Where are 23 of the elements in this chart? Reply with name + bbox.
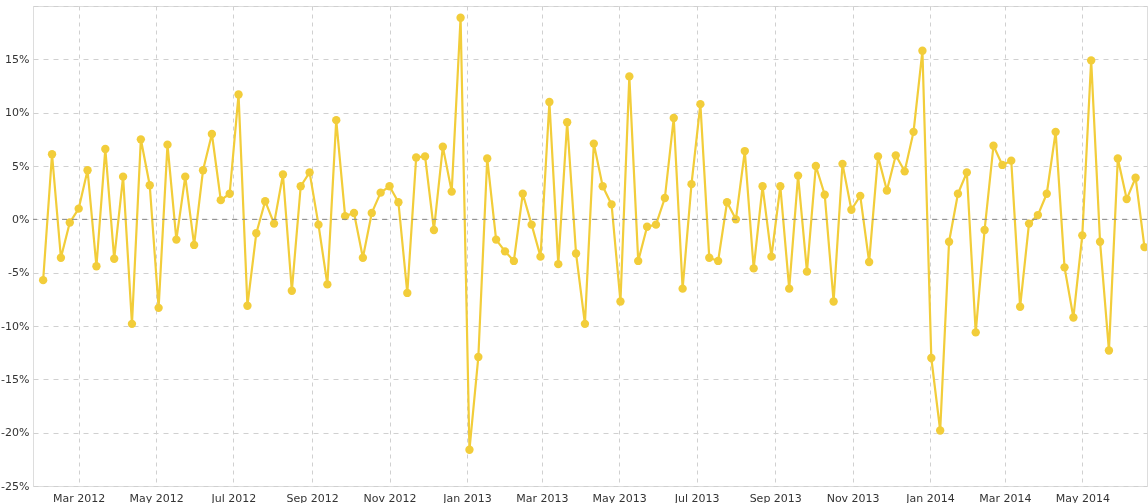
x-tick-label: Sep 2012 (286, 491, 339, 503)
y-tick-label: -20% (1, 426, 30, 440)
y-tick-label: 10% (5, 106, 30, 120)
y-tick-label: -10% (1, 319, 30, 333)
x-tick-label: May 2014 (1055, 491, 1110, 503)
x-tick-label: Jan 2014 (905, 491, 955, 503)
x-tick-label: Jul 2012 (210, 491, 257, 503)
y-tick-label: 0% (12, 212, 30, 226)
x-tick-label: Nov 2013 (826, 491, 880, 503)
x-tick-label: Jul 2013 (673, 491, 720, 503)
y-tick-label: 15% (5, 52, 30, 66)
x-tick-label: Nov 2012 (363, 491, 417, 503)
x-tick-label: Mar 2014 (979, 491, 1032, 503)
x-tick-label: May 2013 (592, 491, 647, 503)
x-tick-label: Mar 2013 (516, 491, 569, 503)
x-tick-label: Jan 2013 (442, 491, 492, 503)
y-tick-label: -15% (1, 372, 30, 386)
x-tick-label: Sep 2013 (749, 491, 802, 503)
y-tick-label: 5% (12, 159, 30, 173)
x-tick-label: Mar 2012 (53, 491, 106, 503)
y-tick-label: -25% (1, 479, 30, 493)
x-tick-label: May 2012 (129, 491, 184, 503)
y-tick-label: -5% (8, 266, 30, 280)
